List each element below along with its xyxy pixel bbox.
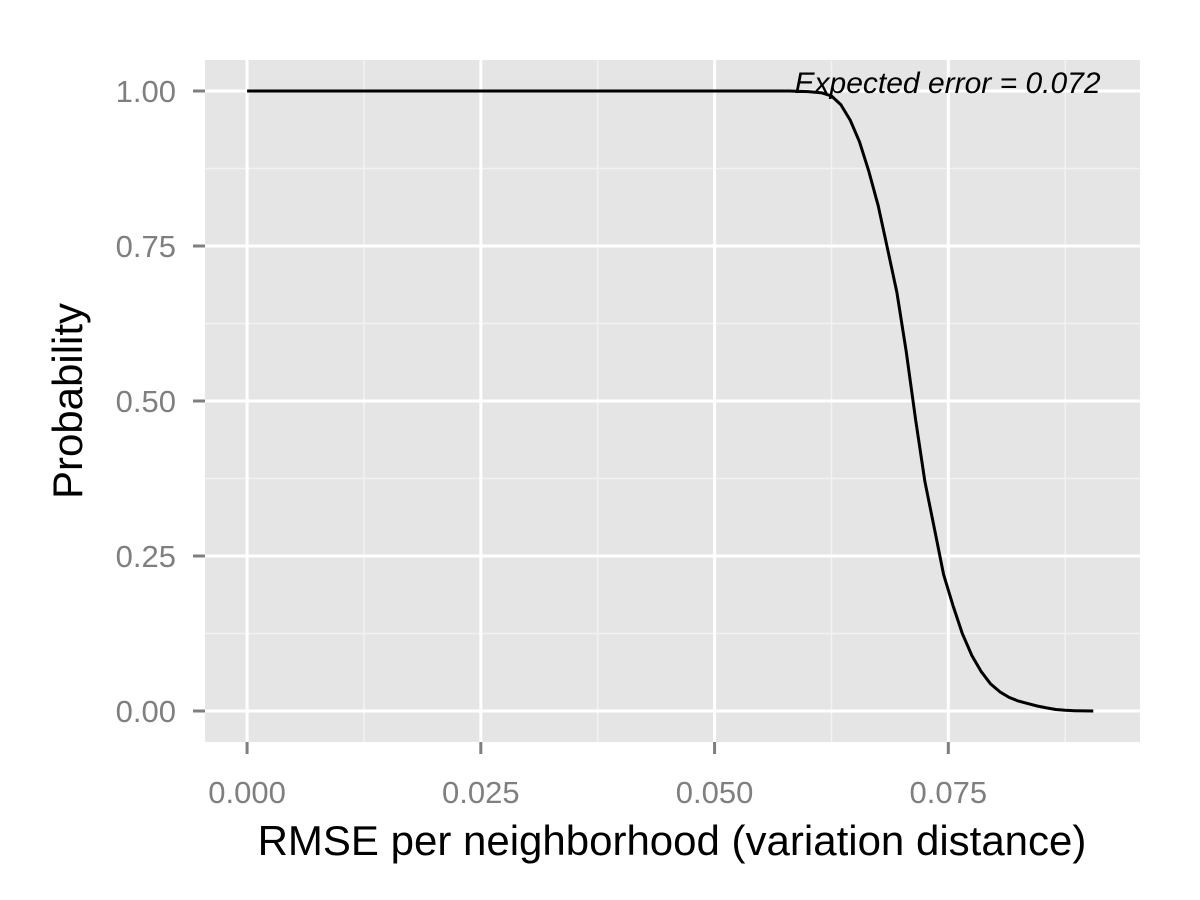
y-tick-label: 1.00 [116,74,176,109]
x-tick-label: 0.025 [442,775,520,810]
y-axis: 0.00 0.25 0.50 0.75 1.00 [116,74,205,729]
series-line [247,89,1094,713]
y-tick-label: 0.75 [116,229,176,264]
x-tick-label: 0.050 [676,775,754,810]
expected-error-annotation: Expected error = 0.072 [795,67,1101,100]
major-grid [205,60,1140,742]
x-tick-label: 0.000 [208,775,286,810]
x-tick-label: 0.075 [910,775,988,810]
x-axis-title: RMSE per neighborhood (variation distanc… [258,817,1087,864]
y-tick-label: 0.50 [116,384,176,419]
y-tick-label: 0.25 [116,539,176,574]
x-axis: 0.000 0.025 0.050 0.075 [208,742,987,810]
y-axis-title: Probability [44,303,91,499]
y-tick-label: 0.00 [116,694,176,729]
